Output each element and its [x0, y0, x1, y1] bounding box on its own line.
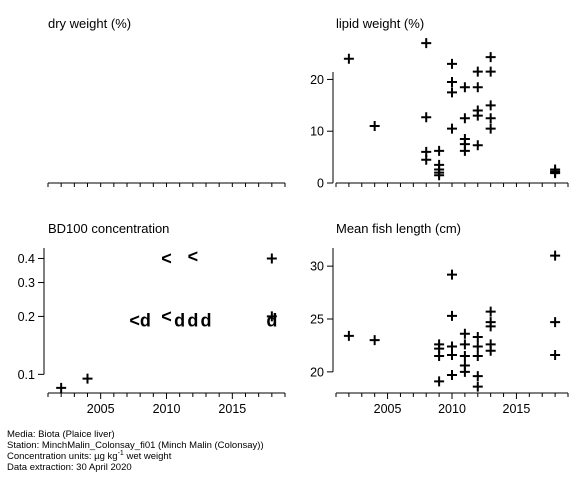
data-point-plus — [447, 341, 457, 352]
data-point-plus — [369, 335, 380, 346]
x-tick-label-2015: 2015 — [218, 402, 246, 416]
footer-units-suffix: wet weight — [123, 451, 172, 462]
panel-mean-fish-length: Mean fish length (cm) 2005 2010 2015 20 25 30 — [310, 221, 569, 416]
data-point-plus — [485, 345, 496, 356]
data-point-plus — [421, 112, 432, 123]
data-point-marker: d — [187, 311, 198, 331]
y-tick-label-0: 0 — [317, 177, 324, 191]
data-point-plus — [485, 306, 496, 317]
data-point-plus — [343, 53, 354, 64]
data-point-marker: < — [188, 246, 199, 266]
data-point-plus — [266, 253, 277, 264]
x-tick-label-2015: 2015 — [503, 402, 531, 416]
data-point-plus — [485, 100, 496, 111]
data-point-plus — [485, 66, 496, 77]
data-point-plus — [550, 250, 561, 261]
x-tick-label-2005: 2005 — [374, 402, 402, 416]
y-tick-label-0-2: 0.2 — [18, 310, 35, 324]
data-point-plus — [434, 351, 445, 361]
footer-units-exponent: -1 — [117, 449, 124, 457]
y-tick-label-0-3: 0.3 — [18, 276, 35, 290]
data-point-plus — [434, 145, 445, 156]
y-tick-label-10: 10 — [310, 125, 324, 139]
data-point-plus — [447, 269, 457, 280]
data-point-plus — [447, 123, 457, 134]
data-point-marker: < — [161, 306, 172, 326]
footer-units-prefix: Concentration units: µg kg — [7, 451, 118, 462]
data-point-marker: < — [161, 248, 172, 268]
data-point-plus — [459, 113, 470, 124]
x-tick-label-2010: 2010 — [438, 402, 466, 416]
data-point-plus — [343, 330, 354, 341]
data-point-plus — [56, 382, 67, 393]
data-point-plus — [447, 58, 457, 69]
y-tick-label-20: 20 — [310, 365, 324, 379]
y-tick-label-0-4: 0.4 — [18, 252, 35, 266]
panel-title: lipid weight (%) — [336, 16, 424, 31]
data-point-plus — [472, 371, 483, 382]
data-point-plus — [472, 140, 483, 151]
data-point-plus — [421, 154, 432, 165]
data-point-plus — [459, 82, 470, 93]
data-point-plus — [472, 331, 483, 342]
y-tick-label-0-1: 0.1 — [18, 368, 35, 382]
data-point-plus — [459, 328, 470, 339]
data-point-plus — [447, 370, 457, 381]
y-tick-label-30: 30 — [310, 260, 324, 274]
data-point-plus — [550, 168, 561, 179]
data-point-plus — [82, 373, 93, 384]
data-point-plus — [447, 349, 457, 360]
data-point-marker: d — [266, 311, 277, 331]
y-tick-label-25: 25 — [310, 313, 324, 327]
footer-notes: Media: Biota (Plaice liver) Station: Min… — [7, 429, 264, 473]
data-point-marker: d — [174, 311, 185, 331]
data-point-plus — [550, 317, 561, 328]
data-point-plus — [485, 321, 496, 332]
data-point-plus — [472, 381, 483, 392]
y-tick-label-20: 20 — [310, 73, 324, 87]
panel-lipid-weight: lipid weight (%) 0 10 20 — [310, 16, 569, 191]
data-point-plus — [472, 66, 483, 77]
footer-media: Media: Biota (Plaice liver) — [7, 429, 115, 440]
data-point-plus — [459, 145, 470, 156]
data-point-plus — [472, 82, 483, 93]
panel-title: Mean fish length (cm) — [336, 221, 461, 236]
panel-bd100-concentration: BD100 concentration 2005 2010 2015 0.1 0.2 0.3… — [18, 221, 286, 416]
x-tick-label-2005: 2005 — [87, 402, 115, 416]
footer-units: Concentration units: µg kg-1 wet weight — [7, 449, 264, 462]
footer-extraction: Data extraction: 30 April 2020 — [7, 462, 132, 473]
data-point-plus — [485, 113, 496, 124]
data-point-marker: d — [201, 311, 212, 331]
panel-title: dry weight (%) — [48, 16, 131, 31]
data-point-plus — [472, 110, 483, 121]
data-point-marker: <d — [129, 311, 151, 331]
data-point-plus — [472, 351, 483, 361]
panel-title: BD100 concentration — [48, 221, 169, 236]
data-point-plus — [434, 376, 445, 387]
x-tick-label-2010: 2010 — [153, 402, 181, 416]
data-point-plus — [447, 77, 457, 88]
data-point-plus — [434, 170, 445, 181]
data-point-plus — [447, 310, 457, 321]
data-point-plus — [447, 87, 457, 98]
data-point-plus — [485, 52, 496, 63]
data-point-plus — [485, 123, 496, 134]
data-point-plus — [421, 38, 432, 49]
data-point-plus — [550, 349, 561, 360]
data-point-plus — [266, 311, 277, 322]
data-point-plus — [459, 339, 470, 350]
data-point-plus — [459, 366, 470, 377]
footer-station: Station: MinchMalin_Colonsay_fi01 (Minch… — [7, 440, 264, 451]
data-point-plus — [459, 351, 470, 361]
panel-dry-weight: dry weight (%) — [47, 16, 286, 187]
data-point-plus — [472, 341, 483, 352]
data-point-plus — [369, 121, 380, 132]
